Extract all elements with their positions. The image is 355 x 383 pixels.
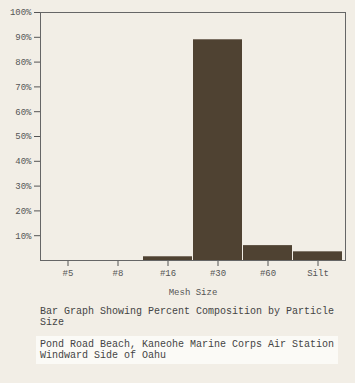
html-text:Bar Graph Showing Percent Comp: Bar Graph Showing Percent Composition by… [40,306,335,328]
svg-text:90%: 90% [15,33,32,43]
svg-text:Mesh Size: Mesh Size [169,288,218,298]
svg-text:40%: 40% [15,157,32,167]
svg-text:50%: 50% [15,132,32,142]
svg-text:Silt: Silt [307,269,329,279]
svg-text:70%: 70% [15,83,32,93]
svg-text:30%: 30% [15,182,32,192]
svg-text:10%: 10% [15,232,32,242]
svg-text:80%: 80% [15,58,32,68]
svg-text:#5: #5 [63,269,74,279]
svg-text:#60: #60 [260,269,276,279]
html-text:Pond Road Beach, Kaneohe Marin: Pond Road Beach, Kaneohe Marine Corps Ai… [40,339,335,361]
svg-text:100%: 100% [10,8,32,18]
svg-text:#8: #8 [113,269,124,279]
svg-text:60%: 60% [15,108,32,118]
svg-text:20%: 20% [15,207,32,217]
svg-text:#30: #30 [210,269,226,279]
svg-text:#16: #16 [160,269,176,279]
